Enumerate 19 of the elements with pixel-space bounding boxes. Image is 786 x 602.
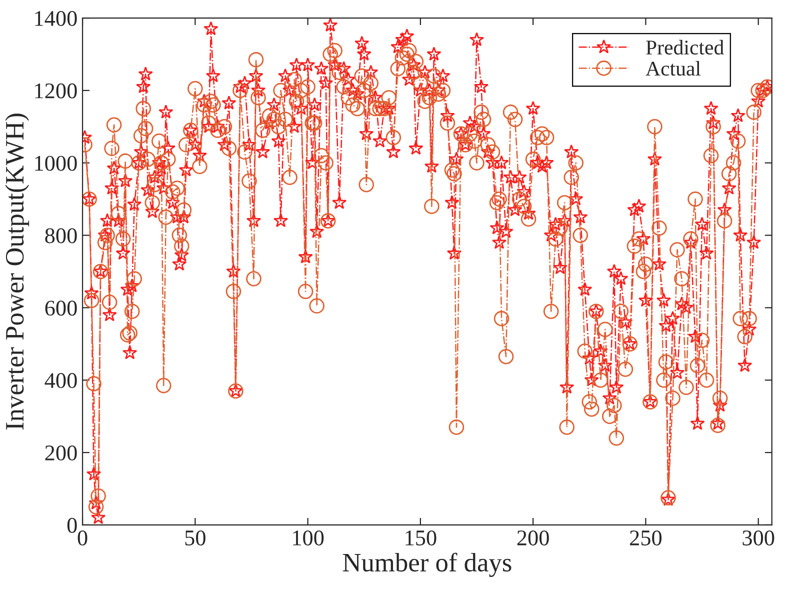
x-tick-label: 300: [742, 530, 774, 546]
y-tick-label: 1400: [35, 10, 77, 26]
x-tick-label: 150: [406, 530, 436, 546]
y-axis-title: Inverter Power Output(KWH): [5, 114, 30, 430]
x-tick-label: 200: [517, 530, 549, 546]
x-axis-title: Number of days: [342, 552, 512, 578]
y-tick-label: 0: [67, 518, 77, 533]
legend-label: Actual: [646, 61, 701, 76]
legend-label: Predicted: [646, 40, 724, 55]
y-tick-label: 1000: [35, 156, 77, 171]
x-tick-label: 100: [293, 530, 324, 546]
x-tick-label: 250: [630, 530, 662, 546]
x-tick-label: 0: [78, 530, 88, 546]
y-tick-label: 600: [45, 300, 77, 316]
y-tick-label: 800: [45, 228, 77, 244]
y-tick-label: 400: [44, 373, 77, 388]
x-tick-label: 50: [185, 530, 206, 546]
y-tick-label: 200: [45, 445, 77, 460]
y-tick-label: 1200: [35, 83, 77, 98]
